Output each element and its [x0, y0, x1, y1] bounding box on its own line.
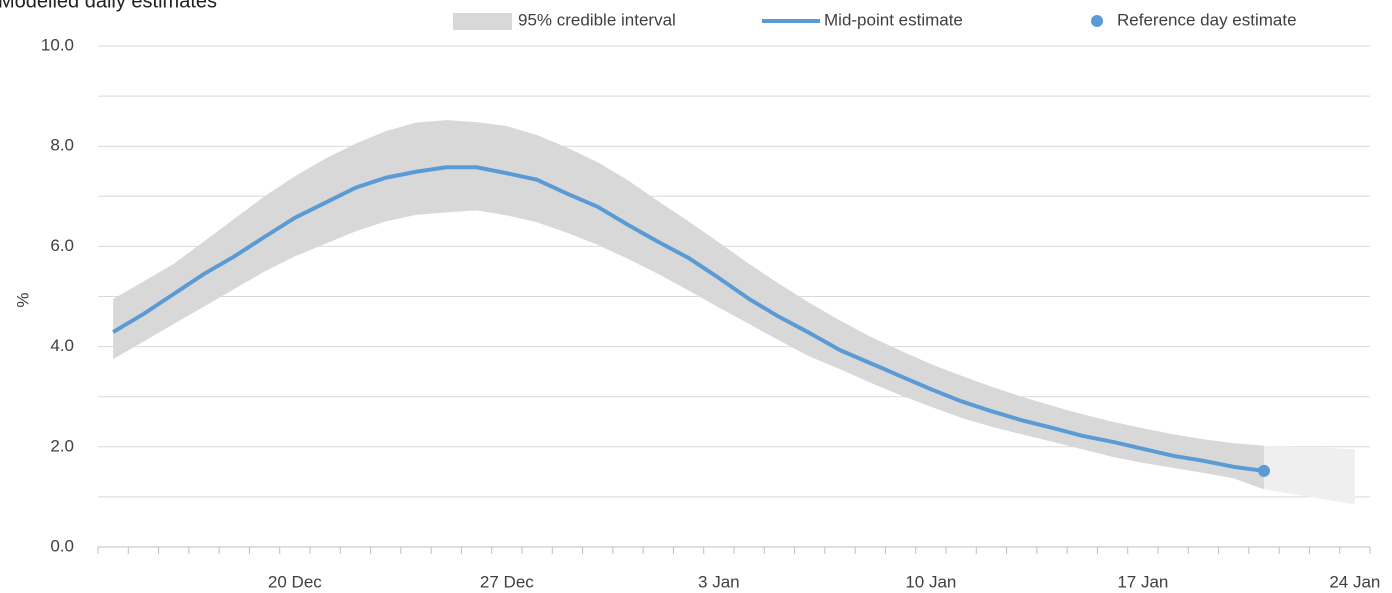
y-tick-label: 10.0	[41, 35, 74, 54]
x-tick-label: 17 Jan	[1117, 572, 1168, 591]
y-tick-label: 2.0	[50, 436, 74, 455]
y-tick-label: 6.0	[50, 236, 74, 255]
legend-swatch	[453, 13, 512, 30]
y-tick-label: 0.0	[50, 536, 74, 555]
legend-label: Reference day estimate	[1117, 10, 1297, 29]
mid-line	[112, 165, 1265, 473]
x-tick-label: 27 Dec	[480, 572, 534, 591]
x-tick-label: 24 Jan	[1329, 572, 1380, 591]
y-tick-label: 8.0	[50, 136, 74, 155]
y-axis-label: %	[13, 292, 32, 307]
legend-label: 95% credible interval	[518, 10, 676, 29]
credible-interval	[113, 120, 1265, 490]
x-tick-label: 20 Dec	[268, 572, 322, 591]
projection-band	[1264, 445, 1355, 505]
legend-label: Mid-point estimate	[824, 10, 963, 29]
x-tick-label: 10 Jan	[905, 572, 956, 591]
chart-title: Modelled daily estimates	[0, 0, 217, 12]
legend-swatch	[1091, 15, 1103, 27]
x-tick-label: 3 Jan	[698, 572, 740, 591]
reference-point	[1258, 464, 1270, 477]
y-tick-label: 4.0	[50, 336, 74, 355]
